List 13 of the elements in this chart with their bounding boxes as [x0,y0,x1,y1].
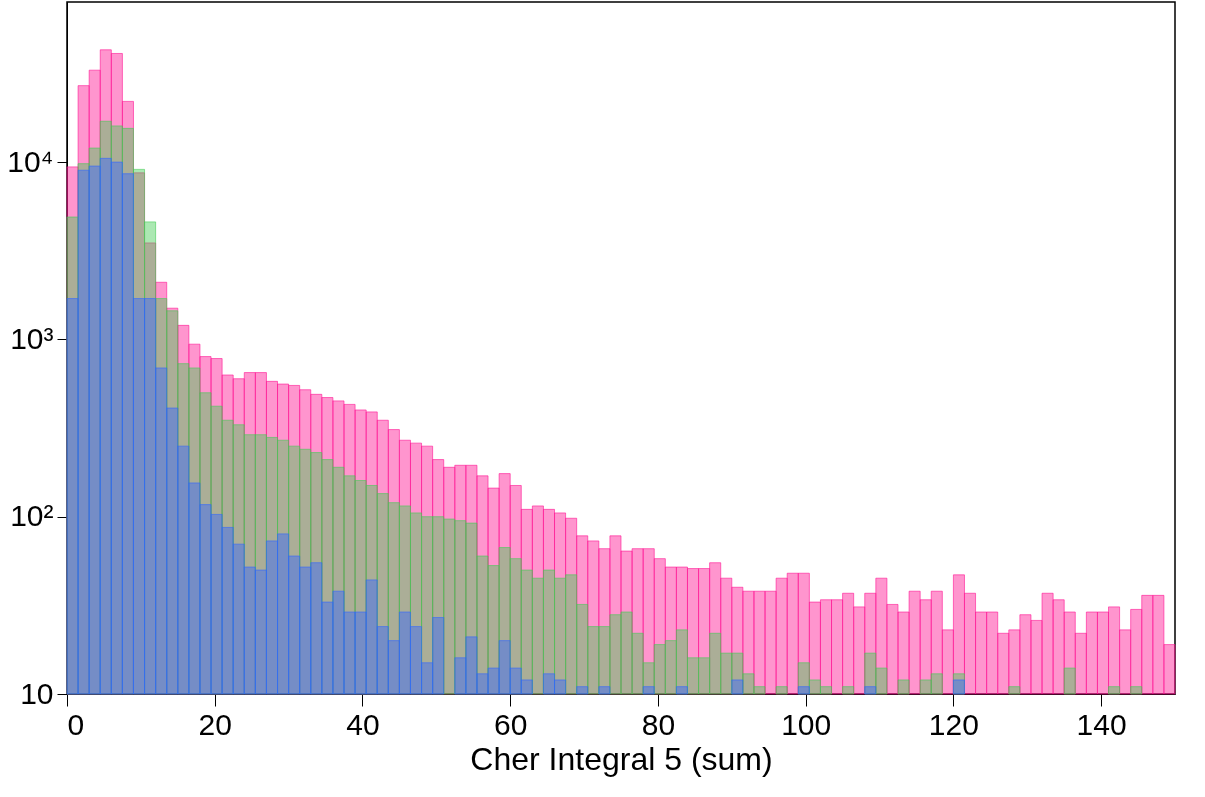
x-tick-label: 60 [494,707,528,741]
y-tick-label: 10² [10,499,54,533]
x-tick-label: 20 [198,707,232,741]
x-tick-label: 40 [346,707,380,741]
x-tick-label: 120 [928,707,979,741]
y-tick-label: 10³ [10,321,54,355]
x-axis-title: Cher Integral 5 (sum) [470,740,773,777]
x-tick-label: 80 [641,707,676,741]
y-tick-label: 10⁴ [7,144,54,178]
x-tick-label: 0 [67,707,85,741]
y-tick-label: 10 [20,676,54,710]
x-tick-label: 140 [1076,707,1127,741]
x-tick-label: 100 [781,707,832,741]
